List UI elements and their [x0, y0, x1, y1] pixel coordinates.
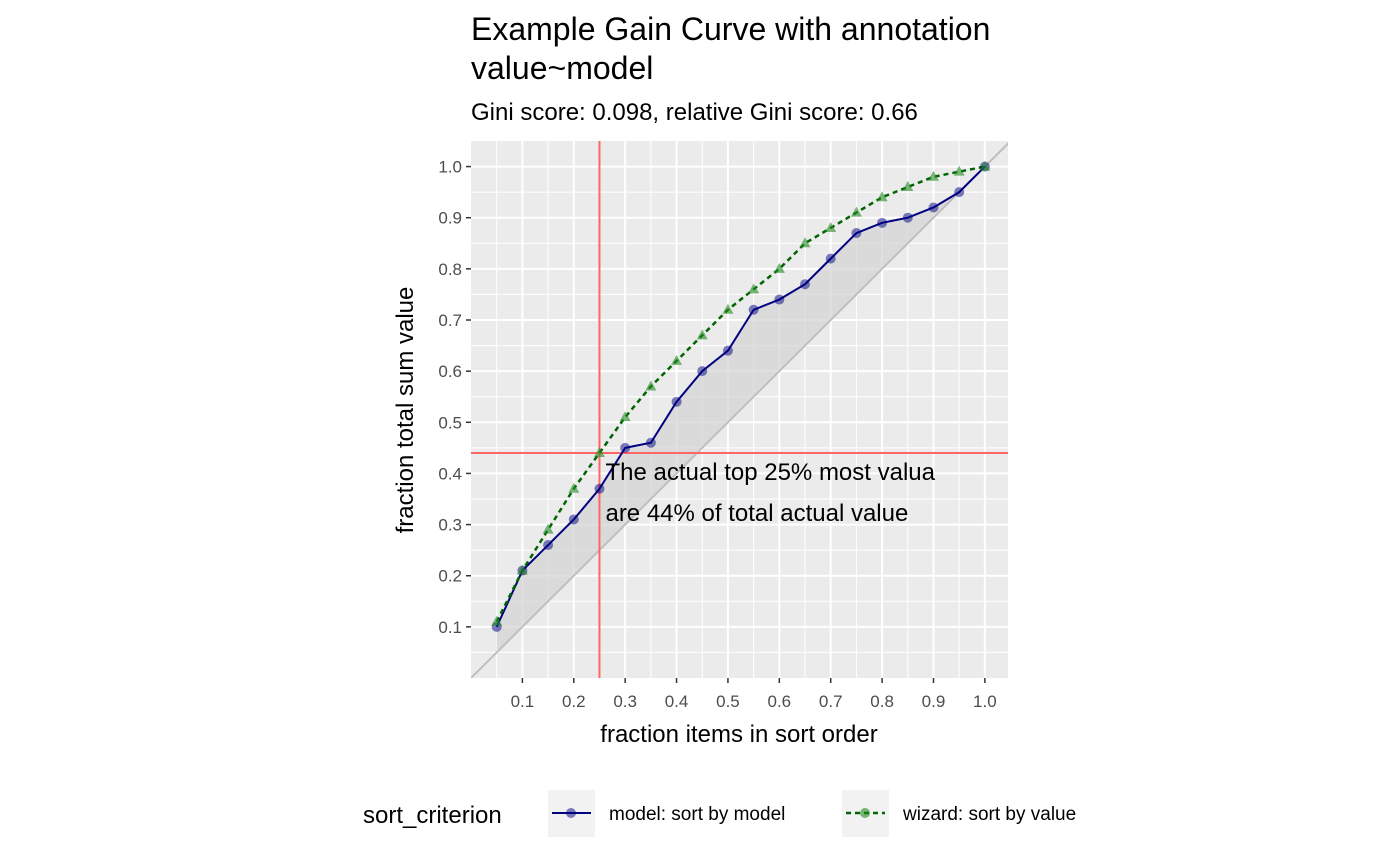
wizard-series-line: [495, 165, 986, 623]
x-axis-ticks: 0.1 0.2 0.3 0.4 0.5 0.6 0.7 0.8 0.9 1.0: [511, 678, 997, 711]
wizard-point: [825, 221, 837, 232]
wizard-point: [619, 411, 631, 422]
wizard-point: [516, 564, 528, 575]
chart-title-line2: value~model: [471, 50, 653, 86]
x-tick-label: 0.3: [613, 692, 637, 711]
model-point: [774, 294, 785, 305]
y-tick-label: 0.5: [438, 413, 462, 432]
model-point: [620, 442, 631, 453]
model-point: [902, 212, 913, 223]
x-tick-label: 0.7: [819, 692, 843, 711]
y-tick-label: 0.8: [438, 260, 462, 279]
model-point: [851, 228, 862, 239]
annotation-text-line1: The actual top 25% most valua: [605, 459, 935, 486]
chart-subtitle: Gini score: 0.098, relative Gini score: …: [471, 99, 918, 126]
x-tick-label: 0.1: [511, 692, 535, 711]
model-point: [697, 366, 708, 377]
model-series-points: [491, 161, 990, 632]
random-baseline-diagonal: [471, 142, 1008, 678]
chart-title: Example Gain Curve with annotation: [471, 11, 990, 47]
model-point: [594, 483, 605, 494]
legend-key-model-marker: [566, 808, 576, 818]
x-tick-label: 0.4: [665, 692, 689, 711]
wizard-point: [850, 206, 862, 217]
legend-title: sort_criterion: [363, 802, 502, 829]
x-tick-label: 0.9: [922, 692, 946, 711]
model-point: [568, 514, 579, 525]
model-point: [928, 202, 939, 213]
legend-label-wizard: wizard: sort by value: [902, 804, 1076, 825]
wizard-point: [696, 329, 708, 340]
x-tick-label: 0.5: [716, 692, 740, 711]
model-point: [748, 304, 759, 315]
legend: sort_criterion model: sort by model wiza…: [363, 790, 1076, 837]
model-point: [543, 540, 554, 551]
wizard-point: [799, 237, 811, 248]
wizard-point: [671, 354, 683, 365]
wizard-point: [722, 303, 734, 314]
y-tick-label: 1.0: [438, 158, 462, 177]
x-tick-label: 1.0: [973, 692, 997, 711]
wizard-point: [902, 181, 914, 192]
wizard-series-points: [491, 160, 991, 626]
y-tick-label: 0.2: [438, 567, 462, 586]
x-tick-label: 0.6: [768, 692, 792, 711]
x-tick-label: 0.2: [562, 692, 586, 711]
y-tick-label: 0.1: [438, 618, 462, 637]
y-tick-label: 0.9: [438, 209, 462, 228]
y-axis-ticks: 0.1 0.2 0.3 0.4 0.5 0.6 0.7 0.8 0.9 1.0: [438, 158, 471, 637]
wizard-point: [773, 262, 785, 273]
wizard-point: [568, 482, 580, 493]
model-point: [825, 253, 836, 264]
model-point: [671, 396, 682, 407]
y-axis-title: fraction total sum value: [392, 287, 419, 534]
wizard-point: [748, 283, 760, 294]
legend-label-model: model: sort by model: [609, 804, 785, 825]
model-point: [645, 437, 656, 448]
y-tick-label: 0.3: [438, 516, 462, 535]
model-point: [722, 345, 733, 356]
wizard-point: [876, 191, 888, 202]
y-tick-label: 0.6: [438, 362, 462, 381]
x-axis-title: fraction items in sort order: [600, 721, 877, 748]
y-tick-label: 0.4: [438, 464, 462, 483]
annotation-text-line2: are 44% of total actual value: [605, 500, 908, 527]
model-point: [800, 279, 811, 290]
legend-key-wizard-marker: [860, 808, 870, 818]
wizard-point: [491, 615, 503, 626]
model-point: [954, 187, 965, 198]
wizard-point: [542, 523, 554, 534]
wizard-point: [953, 165, 965, 176]
wizard-point: [979, 160, 991, 171]
y-tick-label: 0.7: [438, 311, 462, 330]
wizard-point: [645, 380, 657, 391]
model-point: [877, 217, 888, 228]
x-tick-label: 0.8: [870, 692, 894, 711]
wizard-point: [593, 446, 605, 457]
wizard-point: [927, 170, 939, 181]
grid-lines: [471, 141, 1008, 678]
